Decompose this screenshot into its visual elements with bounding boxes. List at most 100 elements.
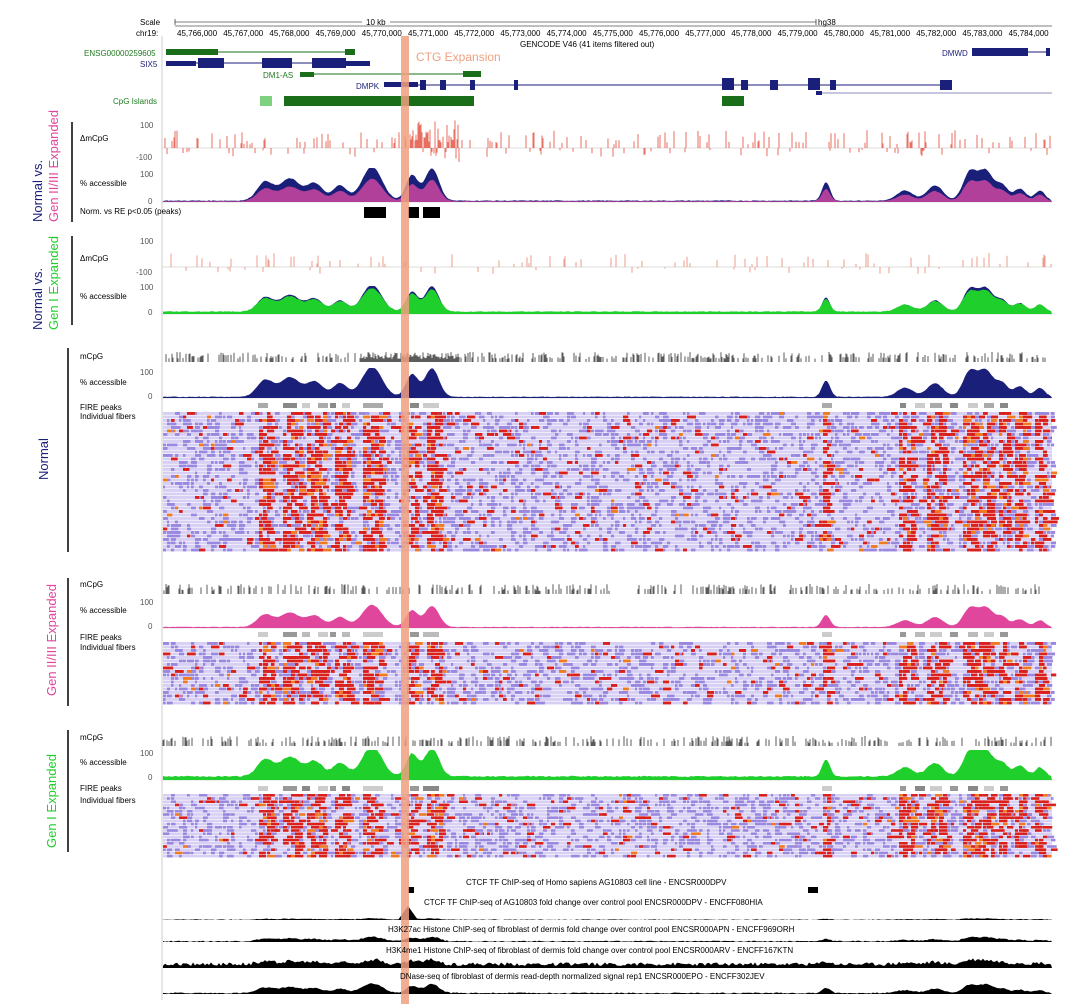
chrom-label: chr19: bbox=[136, 29, 159, 38]
ctcf-fc-signal bbox=[163, 918, 1052, 920]
gene-label-six5[interactable]: SIX5 bbox=[140, 60, 158, 69]
encode-ctcf-fc-label[interactable]: CTCF TF ChIP-seq of AG10803 fold change … bbox=[424, 898, 763, 907]
gene-label-dmpk[interactable]: DMPK bbox=[356, 82, 380, 91]
gen1-fibers: Individual fibers bbox=[80, 796, 136, 805]
panel2-accessible: % accessible bbox=[80, 292, 127, 301]
gen1-accessible: % accessible bbox=[80, 758, 127, 767]
normal-fire-peak bbox=[984, 403, 994, 408]
panel1-acc-ytop: 100 bbox=[140, 170, 154, 179]
normal-label: Normal bbox=[36, 438, 51, 480]
gen23-fiber-row bbox=[163, 694, 1052, 698]
panel1-acc-yzero: 0 bbox=[148, 197, 153, 206]
gen1-fire: FIRE peaks bbox=[80, 784, 122, 793]
gen23-fire-peak bbox=[318, 632, 328, 637]
gen1-fire-peak bbox=[984, 786, 994, 791]
gene-ensg[interactable] bbox=[166, 49, 355, 55]
normal-yzero: 0 bbox=[148, 392, 153, 401]
panel2-acc-ytop: 100 bbox=[140, 283, 154, 292]
normal-fiber-row bbox=[163, 464, 1052, 468]
gen23-fiber-row bbox=[163, 698, 1052, 701]
gen23-mcpg-track bbox=[163, 584, 1040, 594]
gen23-label: Gen II/III Expanded bbox=[44, 583, 59, 696]
normal-fire-peak bbox=[318, 403, 328, 408]
ctcf-peak bbox=[408, 887, 414, 893]
ruler-tick: 45,773,000 bbox=[500, 29, 541, 38]
ruler-tick: 45,774,000 bbox=[546, 29, 587, 38]
encode-ctcf-peaks-label[interactable]: CTCF TF ChIP-seq of Homo sapiens AG10803… bbox=[466, 878, 727, 887]
normal-fiber-row bbox=[163, 447, 1052, 450]
ruler-tick: 45,772,000 bbox=[454, 29, 495, 38]
normal-fire-peak bbox=[342, 403, 350, 408]
gen23-fibers: Individual fibers bbox=[80, 643, 136, 652]
gene-six5[interactable] bbox=[166, 58, 370, 68]
ctg-expansion-label: CTG Expansion bbox=[416, 50, 501, 64]
panel1-dmcpg-track bbox=[164, 120, 1051, 162]
h3k4me1-signal bbox=[163, 958, 1052, 968]
gen1-mcpg: mCpG bbox=[80, 733, 104, 742]
gen1-fire-peak bbox=[930, 786, 942, 791]
encode-h3k4me1-label[interactable]: H3K4me1 Histone ChIP-seq of fibroblast o… bbox=[386, 946, 794, 955]
gen1-fire-peak bbox=[822, 786, 832, 791]
gen1-fire-peak bbox=[915, 786, 925, 791]
gen1-fiber-row bbox=[163, 813, 1052, 816]
gen23-fiber-row bbox=[163, 670, 1052, 673]
gen1-fire-peak bbox=[302, 786, 310, 791]
cpg-islands[interactable] bbox=[260, 96, 744, 106]
gen23-fire-peak bbox=[968, 632, 978, 637]
panel2-dmcpg: ΔmCpG bbox=[80, 254, 109, 263]
gen23-fiber-row bbox=[163, 684, 1052, 687]
gene-label-ensg[interactable]: ENSG00000259605 bbox=[84, 49, 156, 58]
panel2-label: Normal vs. bbox=[30, 268, 45, 330]
ruler-tick: 45,778,000 bbox=[731, 29, 772, 38]
ruler-tick: 45,779,000 bbox=[777, 29, 818, 38]
normal-fire-peak bbox=[822, 403, 832, 408]
panel1-dm-yneg: -100 bbox=[136, 153, 153, 162]
panel2-dm-ytop: 100 bbox=[140, 237, 154, 246]
gen23-fire-peak bbox=[330, 632, 336, 637]
gen1-fiber-row bbox=[163, 800, 1052, 803]
gen1-fiber-row bbox=[163, 851, 1052, 855]
peak-bar bbox=[364, 207, 386, 218]
ctg-expansion-highlight[interactable] bbox=[401, 36, 409, 1004]
panel2-dmcpg-track bbox=[170, 253, 1052, 274]
normal-fiber-row bbox=[163, 524, 1052, 527]
normal-fiber-row bbox=[163, 471, 1052, 475]
ruler-tick: 45,775,000 bbox=[592, 29, 633, 38]
gen1-yzero: 0 bbox=[148, 773, 153, 782]
panel1-gen23-area bbox=[163, 178, 1052, 202]
normal-fiber-row bbox=[163, 517, 1052, 520]
panel1-peaks: Norm. vs RE p<0.05 (peaks) bbox=[80, 207, 182, 216]
normal-fiber-row bbox=[163, 534, 1052, 538]
normal-mcpg-track bbox=[165, 352, 1046, 362]
normal-fiber-row bbox=[163, 450, 1052, 454]
normal-ytop: 100 bbox=[140, 368, 154, 377]
gen1-fiber-row bbox=[163, 842, 1052, 845]
scale-bar-label: 10 kb bbox=[366, 18, 386, 27]
gen1-mcpg-track bbox=[162, 736, 1052, 746]
ruler-tick: 45,784,000 bbox=[1008, 29, 1049, 38]
normal-fire: FIRE peaks bbox=[80, 403, 122, 412]
gene-dm1as[interactable] bbox=[300, 71, 481, 77]
gene-dmwd[interactable] bbox=[972, 48, 1050, 56]
gen23-fire-peak bbox=[342, 632, 350, 637]
peak-bar bbox=[423, 207, 440, 218]
encode-dnase-label[interactable]: DNase-seq of fibroblast of dermis read-d… bbox=[400, 972, 765, 981]
ruler-tick: 45,776,000 bbox=[639, 29, 680, 38]
encode-h3k27ac-label[interactable]: H3K27ac Histone ChIP-seq of fibroblast o… bbox=[388, 925, 795, 934]
panel2-acc-yzero: 0 bbox=[148, 308, 153, 317]
ruler-tick: 45,777,000 bbox=[685, 29, 726, 38]
gencode-label: GENCODE V46 (41 items filtered out) bbox=[520, 40, 655, 49]
normal-fire-peak bbox=[950, 403, 958, 408]
normal-fiber-row bbox=[163, 482, 1052, 485]
normal-fire-peak bbox=[302, 403, 310, 408]
panel1-dmcpg: ΔmCpG bbox=[80, 134, 109, 143]
normal-fire-peak bbox=[410, 403, 419, 408]
gene-dmpk[interactable] bbox=[384, 78, 1052, 95]
gene-label-dm1as[interactable]: DM1-AS bbox=[263, 71, 294, 80]
peak-bar bbox=[408, 207, 419, 218]
normal-fiber-row bbox=[163, 415, 1052, 419]
panel1-label: Normal vs. bbox=[30, 160, 45, 222]
gene-label-dmwd[interactable]: DMWD bbox=[942, 49, 968, 58]
cpg-islands-label: CpG Islands bbox=[113, 97, 158, 106]
